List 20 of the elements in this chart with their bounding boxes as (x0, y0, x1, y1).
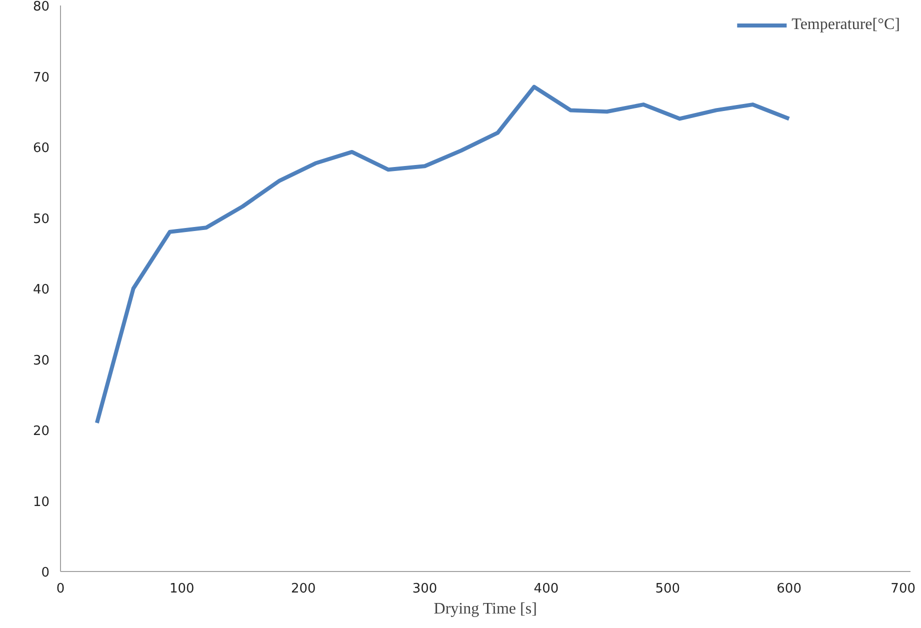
y-tick-label: 50 (32, 212, 50, 227)
y-tick-label: 80 (32, 0, 50, 14)
y-tick-label: 60 (32, 141, 50, 156)
x-tick-label: 300 (412, 582, 438, 596)
x-tick-label: 700 (890, 582, 916, 596)
legend-label: Temperature[°C] (792, 16, 900, 34)
y-tick-label: 40 (32, 282, 50, 298)
y-tick-label: 20 (32, 424, 50, 439)
x-tick-label: 0 (56, 582, 65, 596)
x-tick-label: 500 (655, 582, 680, 596)
y-tick-label: 0 (41, 566, 50, 580)
x-tick-label: 400 (534, 582, 559, 596)
y-tick-label: 10 (32, 494, 50, 510)
y-tick-label: 70 (32, 70, 50, 86)
x-tick-label: 600 (776, 582, 802, 596)
x-axis-title: Drying Time [s] (434, 600, 537, 618)
y-tick-label: 30 (32, 353, 50, 368)
x-tick-label: 100 (170, 582, 194, 596)
x-tick-label: 200 (290, 582, 316, 596)
line-series (94, 84, 792, 425)
